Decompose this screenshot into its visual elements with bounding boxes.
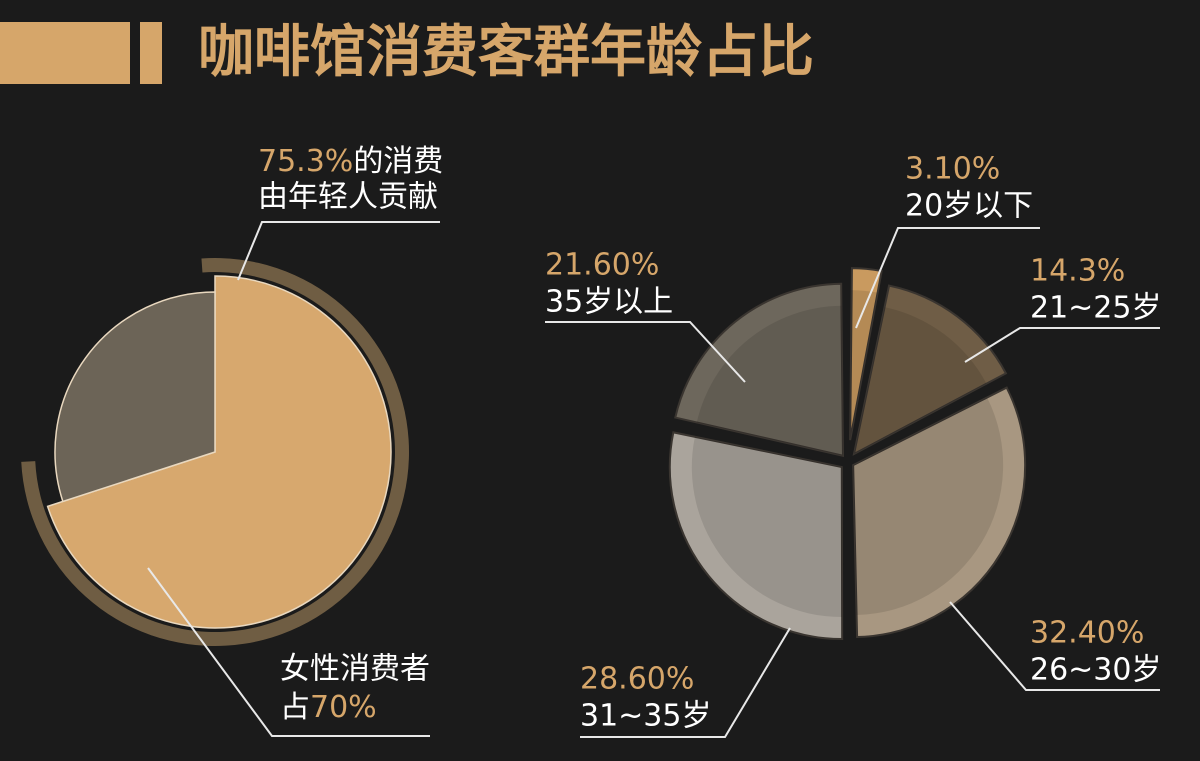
annotation-text: 的消费 <box>353 144 443 179</box>
annotation: 75.3%的消费 <box>258 144 443 179</box>
annotation-text: 由年轻人贡献 <box>258 180 438 215</box>
pie-slice <box>46 275 392 629</box>
slice-category-label: 35岁以上 <box>545 285 673 320</box>
pie-slice <box>54 291 216 503</box>
slice-shade <box>853 397 1004 616</box>
slice-label-prefix: 占 <box>280 690 310 725</box>
slice-category-label: 26~30岁 <box>1030 653 1161 688</box>
slice-shade <box>691 436 843 618</box>
leader-line <box>964 327 1160 363</box>
leader-line <box>580 627 791 738</box>
slice-label: 占70% <box>280 690 377 725</box>
slice-value-label: 32.40% <box>1030 616 1144 651</box>
leader-line <box>855 227 1040 329</box>
title-bar <box>0 22 130 84</box>
title: 咖啡馆消费客群年龄占比 <box>198 20 814 85</box>
slice-shade <box>854 307 987 455</box>
slice-value-label: 28.60% <box>580 662 694 697</box>
slice-category-label: 20岁以下 <box>905 189 1033 224</box>
slice-value-label: 3.10% <box>905 152 1000 187</box>
pie-slice <box>852 284 1008 456</box>
slice-value-label: 70% <box>310 690 377 725</box>
slice-label: 女性消费者 <box>280 652 430 687</box>
slice-value-label: 14.3% <box>1030 254 1125 289</box>
slice-group <box>852 284 1008 456</box>
pie-slice <box>852 386 1027 639</box>
slice-category-label: 31~35岁 <box>580 699 711 734</box>
slice-group <box>674 282 844 458</box>
pie-slice <box>674 282 844 458</box>
leader-line <box>545 321 746 383</box>
slice-value-label: 21.60% <box>545 248 659 283</box>
pie-slice <box>849 267 883 441</box>
annotation-value: 75.3% <box>258 144 353 179</box>
leader-line <box>147 567 430 737</box>
slice-shade <box>696 305 843 456</box>
slice-group <box>668 431 844 641</box>
slice-group <box>852 386 1027 639</box>
pie-slice <box>668 431 844 641</box>
slice-category-label: 21~25岁 <box>1030 291 1161 326</box>
leader-line <box>949 601 1160 691</box>
leader-line <box>237 221 440 281</box>
title-bar-small <box>140 22 162 84</box>
